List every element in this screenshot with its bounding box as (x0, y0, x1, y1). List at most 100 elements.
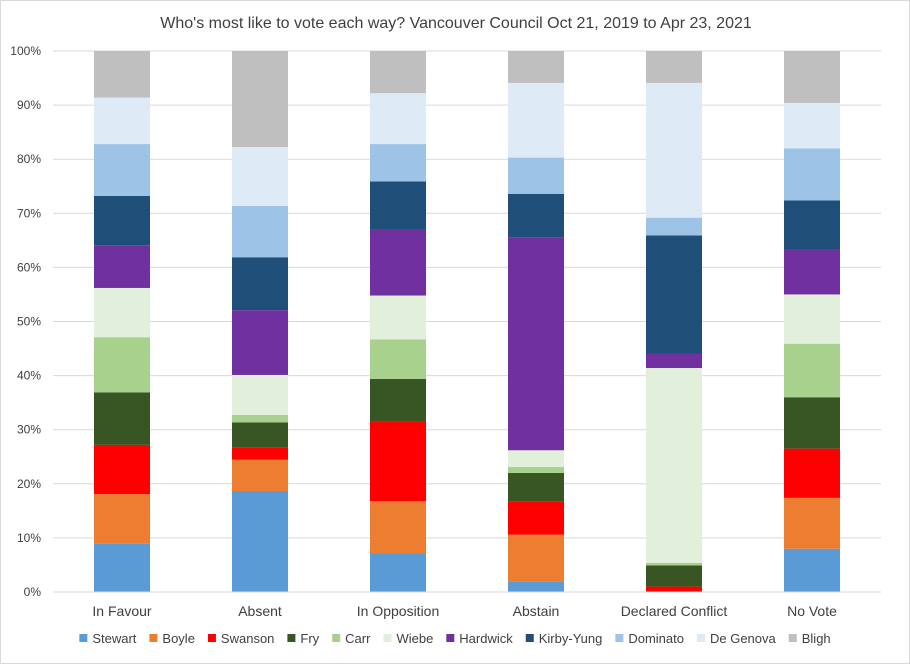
bar-segment-hardwick (370, 228, 426, 296)
bar-segment-de-genova (232, 147, 288, 206)
bar-segment-swanson (508, 501, 564, 535)
bar-segment-dominato (370, 144, 426, 182)
bar-segment-dominato (94, 144, 150, 196)
legend-label: Wiebe (396, 631, 433, 646)
bar-segment-stewart (370, 553, 426, 592)
bar-segment-carr (94, 337, 150, 393)
bar-segment-carr (370, 339, 426, 379)
legend-item: Boyle (149, 631, 195, 646)
bar-segment-swanson (370, 421, 426, 502)
legend-label: Dominato (628, 631, 684, 646)
bar-segment-bligh (94, 51, 150, 98)
bar-segment-carr (784, 343, 840, 398)
legend: Stewart Boyle Swanson Fry Carr Wiebe Hardwick K… (79, 631, 831, 646)
bar-segment-fry (370, 378, 426, 422)
bar-segment-bligh (784, 51, 840, 103)
legend-label: Fry (300, 631, 319, 646)
y-tick-label: 90% (17, 98, 41, 112)
bar-segment-dominato (784, 148, 840, 201)
bar-segment-wiebe (370, 295, 426, 340)
bar-segment-hardwick (232, 310, 288, 375)
bar-segment-de-genova (508, 82, 564, 158)
legend-label: Stewart (92, 631, 136, 646)
y-tick-label: 100% (10, 44, 41, 58)
legend-label: Carr (345, 631, 371, 646)
bar-segment-wiebe (232, 374, 288, 415)
legend-swatch (207, 634, 216, 642)
bar-segment-dominato (232, 205, 288, 258)
bar-segment-bligh (508, 51, 564, 83)
bar-segment-boyle (370, 501, 426, 554)
legend-item: Wiebe (383, 631, 433, 646)
legend-label: De Genova (710, 631, 777, 646)
bar-segment-kirby-yung (370, 181, 426, 229)
legend-label: Bligh (802, 631, 831, 646)
bar-segment-fry (508, 472, 564, 502)
bar-segment-de-genova (94, 97, 150, 145)
bar-segment-kirby-yung (784, 200, 840, 250)
bar-segment-bligh (646, 51, 702, 83)
bar-segment-fry (784, 397, 840, 449)
legend-swatch (287, 634, 296, 642)
legend-item: Carr (332, 631, 371, 646)
x-tick-label: Absent (238, 603, 282, 619)
legend-item: De Genova (696, 631, 777, 646)
bar-segment-stewart (232, 491, 288, 592)
x-tick-label: No Vote (787, 603, 837, 619)
bar-segment-boyle (508, 534, 564, 582)
bar-segment-fry (646, 565, 702, 587)
bar-segment-wiebe (94, 287, 150, 338)
y-tick-label: 50% (17, 315, 41, 329)
y-tick-label: 20% (17, 477, 41, 491)
chart-title: Who's most like to vote each way? Vancou… (160, 15, 752, 32)
bar-segment-stewart (94, 543, 150, 592)
bar-segment-hardwick (94, 245, 150, 288)
bar-segment-kirby-yung (232, 257, 288, 311)
bar-segment-stewart (508, 581, 564, 592)
legend-label: Swanson (221, 631, 274, 646)
x-tick-label: Declared Conflict (621, 603, 728, 619)
legend-label: Boyle (162, 631, 195, 646)
x-tick-label: Abstain (513, 603, 560, 619)
legend-label: Kirby-Yung (539, 631, 603, 646)
x-tick-label: In Favour (92, 603, 151, 619)
y-tick-label: 40% (17, 369, 41, 383)
bar-segment-dominato (646, 217, 702, 236)
bar-segment-boyle (232, 459, 288, 492)
y-tick-label: 60% (17, 260, 41, 274)
gridlines (53, 50, 881, 539)
legend-swatch (446, 634, 455, 642)
bar-segment-boyle (784, 497, 840, 549)
bar-segment-hardwick (784, 249, 840, 295)
bar-segment-swanson (646, 586, 702, 592)
bar-segment-swanson (94, 444, 150, 495)
bar-segment-wiebe (508, 450, 564, 468)
legend-swatch (525, 634, 534, 642)
legend-swatch (696, 634, 705, 642)
legend-item: Kirby-Yung (525, 631, 603, 646)
legend-item: Bligh (788, 631, 831, 646)
bar-segment-hardwick (508, 237, 564, 451)
bar-segment-boyle (94, 494, 150, 544)
bar-segment-kirby-yung (646, 235, 702, 354)
legend-swatch (149, 634, 158, 642)
bar-segment-dominato (508, 157, 564, 194)
bar-segment-kirby-yung (508, 193, 564, 238)
legend-swatch (615, 634, 624, 642)
bar-segment-carr (232, 414, 288, 423)
legend-label: Hardwick (459, 631, 513, 646)
legend-item: Swanson (207, 631, 274, 646)
y-axis-tick-labels: 0% 10% 20% 30% 40% 50% 60% 70% 80% 90% 100% (10, 44, 41, 599)
legend-item: Hardwick (446, 631, 513, 646)
bar-segment-wiebe (784, 294, 840, 344)
bar-segment-de-genova (646, 82, 702, 218)
legend-swatch (332, 634, 341, 642)
legend-item: Stewart (79, 631, 137, 646)
bar-segment-hardwick (646, 353, 702, 369)
legend-item: Dominato (615, 631, 684, 646)
x-tick-label: In Opposition (357, 603, 440, 619)
y-tick-label: 10% (17, 531, 41, 545)
bar-segment-de-genova (370, 93, 426, 145)
